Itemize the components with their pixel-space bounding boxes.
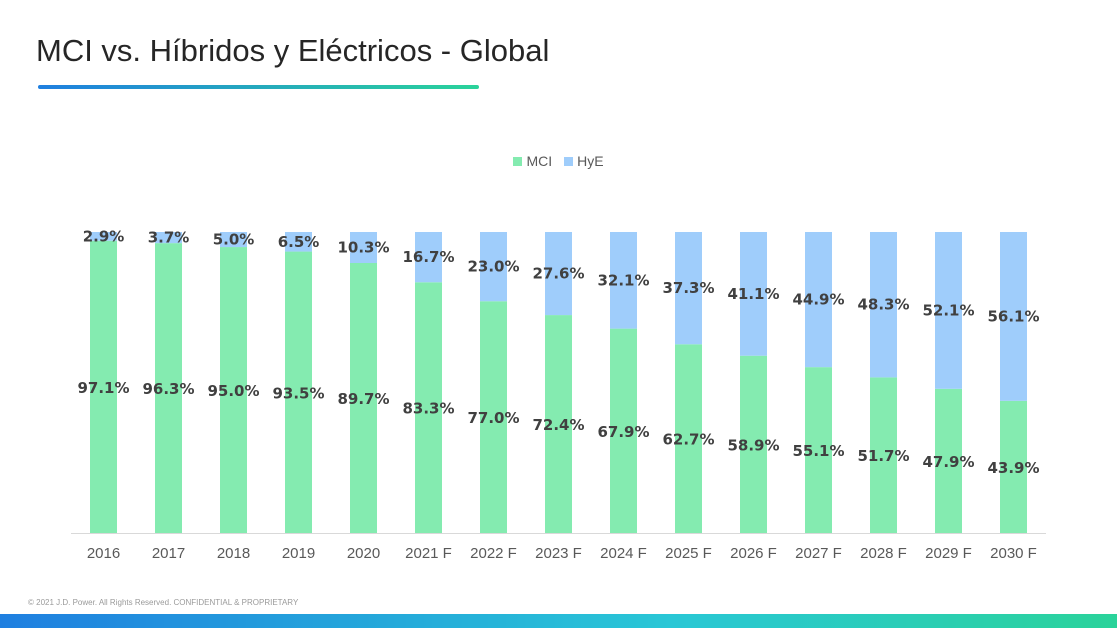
x-tick-label: 2016 xyxy=(87,545,120,562)
legend-item-mci: MCI xyxy=(513,153,552,169)
bar-hye xyxy=(415,232,442,283)
data-label-hye: 44.9% xyxy=(792,291,844,309)
bar-mci xyxy=(155,243,182,533)
x-tick-label: 2021 F xyxy=(405,545,452,562)
chart-legend: MCI HyE xyxy=(0,153,1117,169)
data-label-hye: 56.1% xyxy=(987,307,1039,325)
bar-mci xyxy=(285,251,312,533)
bar-hye xyxy=(805,232,832,368)
page-title: MCI vs. Híbridos y Eléctricos - Global xyxy=(36,33,550,68)
legend-swatch-mci xyxy=(513,156,523,166)
bar-mci xyxy=(675,344,702,533)
data-label-hye: 10.3% xyxy=(337,239,389,257)
data-label-hye: 3.7% xyxy=(148,229,190,247)
data-label-mci: 89.7% xyxy=(337,390,389,408)
data-label-hye: 52.1% xyxy=(922,301,974,319)
bar-mci xyxy=(610,328,637,533)
footer-accent-bar xyxy=(0,614,1117,628)
x-tick-label: 2024 F xyxy=(600,545,647,562)
bar-mci xyxy=(740,355,767,533)
data-label-hye: 27.6% xyxy=(532,265,584,283)
data-label-hye: 2.9% xyxy=(83,227,125,245)
x-tick-label: 2027 F xyxy=(795,545,842,562)
copyright-note: © 2021 J.D. Power. All Rights Reserved. … xyxy=(28,598,299,607)
x-tick-label: 2022 F xyxy=(470,545,517,562)
x-tick-label: 2017 xyxy=(152,545,185,562)
data-label-mci: 96.3% xyxy=(142,380,194,398)
legend-item-hye: HyE xyxy=(564,153,604,169)
data-label-hye: 41.1% xyxy=(727,285,779,303)
bar-hye xyxy=(545,232,572,316)
data-label-hye: 6.5% xyxy=(278,233,320,251)
bar-mci xyxy=(220,247,247,534)
x-tick-label: 2019 xyxy=(282,545,315,562)
data-label-mci: 97.1% xyxy=(77,379,129,397)
data-label-mci: 62.7% xyxy=(662,431,714,449)
data-label-mci: 95.0% xyxy=(207,382,259,400)
bar-hye xyxy=(935,232,962,389)
data-label-mci: 77.0% xyxy=(467,409,519,427)
data-label-mci: 67.9% xyxy=(597,423,649,441)
title-underline xyxy=(38,85,479,89)
bar-mci xyxy=(545,315,572,533)
bar-hye xyxy=(740,232,767,356)
bar-mci xyxy=(1000,400,1027,533)
bar-mci xyxy=(935,388,962,533)
bar-hye xyxy=(350,232,377,264)
bar-mci xyxy=(350,263,377,533)
x-tick-label: 2018 xyxy=(217,545,250,562)
bar-hye xyxy=(480,232,507,302)
x-tick-label: 2028 F xyxy=(860,545,907,562)
data-label-hye: 23.0% xyxy=(467,258,519,276)
data-label-mci: 51.7% xyxy=(857,447,909,465)
x-tick-label: 2030 F xyxy=(990,545,1037,562)
bar-hye xyxy=(675,232,702,345)
data-label-mci: 58.9% xyxy=(727,436,779,454)
bar-mci xyxy=(480,301,507,533)
x-tick-label: 2029 F xyxy=(925,545,972,562)
bar-hye xyxy=(1000,232,1027,401)
bar-hye xyxy=(610,232,637,329)
bar-mci xyxy=(870,377,897,533)
bar-hye xyxy=(870,232,897,378)
bar-mci xyxy=(90,240,117,533)
x-tick-label: 2020 xyxy=(347,545,380,562)
legend-label-hye: HyE xyxy=(577,153,604,169)
bar-hye xyxy=(90,232,117,241)
data-label-hye: 37.3% xyxy=(662,279,714,297)
data-label-mci: 43.9% xyxy=(987,459,1039,477)
data-label-hye: 16.7% xyxy=(402,248,454,266)
data-label-hye: 5.0% xyxy=(213,231,255,249)
bar-hye xyxy=(285,232,312,252)
x-tick-label: 2025 F xyxy=(665,545,712,562)
data-label-mci: 72.4% xyxy=(532,416,584,434)
data-label-mci: 47.9% xyxy=(922,453,974,471)
legend-label-mci: MCI xyxy=(526,153,553,169)
data-label-hye: 32.1% xyxy=(597,271,649,289)
legend-swatch-hye xyxy=(564,156,574,166)
bar-mci xyxy=(805,367,832,533)
data-label-mci: 55.1% xyxy=(792,442,844,460)
x-tick-label: 2023 F xyxy=(535,545,582,562)
data-label-hye: 48.3% xyxy=(857,296,909,314)
bar-hye xyxy=(220,232,247,248)
bar-hye xyxy=(155,232,182,244)
data-label-mci: 93.5% xyxy=(272,384,324,402)
x-tick-label: 2026 F xyxy=(730,545,777,562)
bar-mci xyxy=(415,282,442,533)
data-label-mci: 83.3% xyxy=(402,400,454,418)
